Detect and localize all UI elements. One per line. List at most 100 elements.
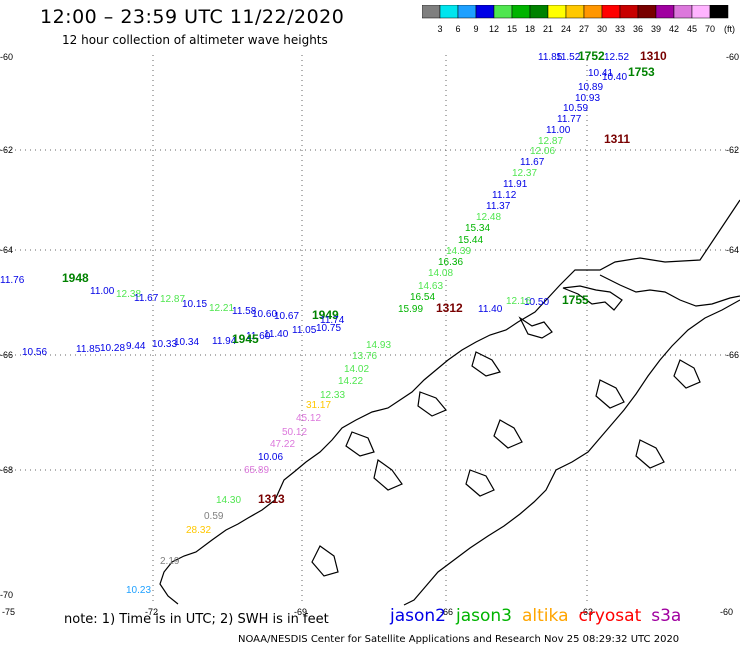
colorbar-tick-label: 12 [489,24,499,34]
wave-height-label: 47.22 [270,439,295,450]
colorbar-swatch [709,5,729,19]
colorbar-swatch [511,5,531,19]
wave-height-label: 15.34 [465,223,490,234]
satellite-jason2: jason2 [390,606,446,626]
wave-height-label: 11.58 [232,306,257,317]
wave-height-label: 12.06 [530,146,555,157]
lon-tick-label: -66 [440,607,453,617]
map-subtitle: 12 hour collection of altimeter wave hei… [62,33,328,47]
wave-height-label: 11.40 [478,304,503,315]
wave-height-label: 9.44 [126,341,146,352]
colorbar-swatch [637,5,657,19]
colorbar-swatch [655,5,675,19]
map-title: 12:00 – 23:59 UTC 11/22/2020 [40,6,345,28]
lon-tick-label: -63 [580,607,593,617]
credit-line: NOAA/NESDIS Center for Satellite Applica… [238,634,680,645]
wave-height-label: 14.08 [428,268,453,279]
wave-height-label: 11.67 [134,293,159,304]
lon-tick-label: -60 [720,607,733,617]
colorbar-swatch [565,5,585,19]
wave-height-label: 10.23 [126,585,151,596]
wave-height-label: 11.67 [520,157,545,168]
wave-height-label: 1945 [232,332,259,346]
colorbar-swatch [673,5,693,19]
wave-height-label: 10.59 [563,103,588,114]
wave-height-label: 45.12 [296,413,321,424]
wave-height-label: 15.99 [398,304,423,315]
colorbar-tick-label: 15 [507,24,517,34]
wave-height-label: 14.63 [418,281,443,292]
colorbar-tick-label: 9 [473,24,478,34]
satellite-s3a: s3a [651,606,682,626]
wave-height-label: 14.22 [338,376,363,387]
wave-height-label: 10.28 [100,343,125,354]
lat-tick-label: -66 [0,350,13,360]
wave-height-label: 1311 [604,132,630,146]
wave-height-label: 12.33 [320,390,345,401]
wave-height-label: 65.89 [244,465,269,476]
wave-height-label: 11.37 [486,201,511,212]
wave-height-label: 10.60 [252,309,277,320]
wave-height-label: 12.87 [538,136,563,147]
wave-height-label: 12.48 [476,212,501,223]
wave-height-label: 1313 [258,492,285,506]
colorbar-swatch [475,5,495,19]
wave-height-label: 11.12 [492,190,517,201]
wave-height-label: 1755 [562,293,589,307]
colorbar-tick-label: 45 [687,24,697,34]
wave-height-label: 12.37 [512,168,537,179]
wave-height-label: 10.40 [602,72,627,83]
wave-height-label: 1949 [312,308,339,322]
wave-height-label: 1752 [578,49,605,63]
colorbar-swatch [529,5,549,19]
lat-tick-label: -68 [0,465,13,475]
colorbar-swatch [422,5,441,19]
wave-height-label: 11.76 [0,275,25,286]
wave-height-label: 10.67 [274,311,299,322]
colorbar-tick-label: 42 [669,24,679,34]
wave-height-label: 10.50 [524,297,549,308]
wave-height-label: 12.52 [604,52,629,63]
satellite-cryosat: cryosat [578,606,642,626]
right-lat-tick-label: -60 [726,52,739,62]
wave-height-label: 11.05 [292,325,317,336]
lon-tick-label: -72 [145,607,158,617]
wave-height-label: 11.00 [90,286,115,297]
wave-height-label: 14.39 [446,246,471,257]
wave-height-label: 50.12 [282,427,307,438]
colorbar-tick-label: 70 [705,24,715,34]
colorbar-swatch [439,5,459,19]
colorbar-swatch [457,5,477,19]
wave-height-label: 11.00 [546,125,571,136]
satellite-altika: altika [522,606,569,626]
wave-height-label: 10.75 [316,323,341,334]
wave-height-label: 1948 [62,271,89,285]
colorbar-swatch [601,5,621,19]
lon-tick-label: -69 [294,607,307,617]
colorbar-tick-label: 21 [543,24,553,34]
wave-height-label: 12.21 [209,303,234,314]
wave-height-label: 14.93 [366,340,391,351]
wave-height-label: 11.74 [320,315,345,326]
lat-tick-label: -64 [0,245,13,255]
colorbar-tick-label: 27 [579,24,589,34]
lat-lon-grid [0,55,740,605]
lat-tick-label: -62 [0,145,13,155]
wave-height-label: 11.52 [556,52,581,63]
note-text: note: 1) Time is in UTC; 2) SWH is in fe… [64,612,329,627]
wave-height-label: 10.41 [588,68,613,79]
wave-height-label: 1753 [628,65,655,79]
colorbar-swatch [493,5,513,19]
colorbar-swatch [583,5,603,19]
wave-height-label: 1310 [640,49,667,63]
wave-height-label: 11.77 [557,114,582,125]
wave-height-label: 0.59 [204,511,224,522]
wave-height-label: 16.54 [410,292,435,303]
lon-tick-label: -75 [2,607,15,617]
wave-height-label: 10.89 [578,82,603,93]
wave-height-label: 14.30 [216,495,241,506]
right-lat-tick-label: -62 [726,145,739,155]
wave-height-label: 10.93 [575,93,600,104]
colorbar-tick-label: 3 [437,24,442,34]
